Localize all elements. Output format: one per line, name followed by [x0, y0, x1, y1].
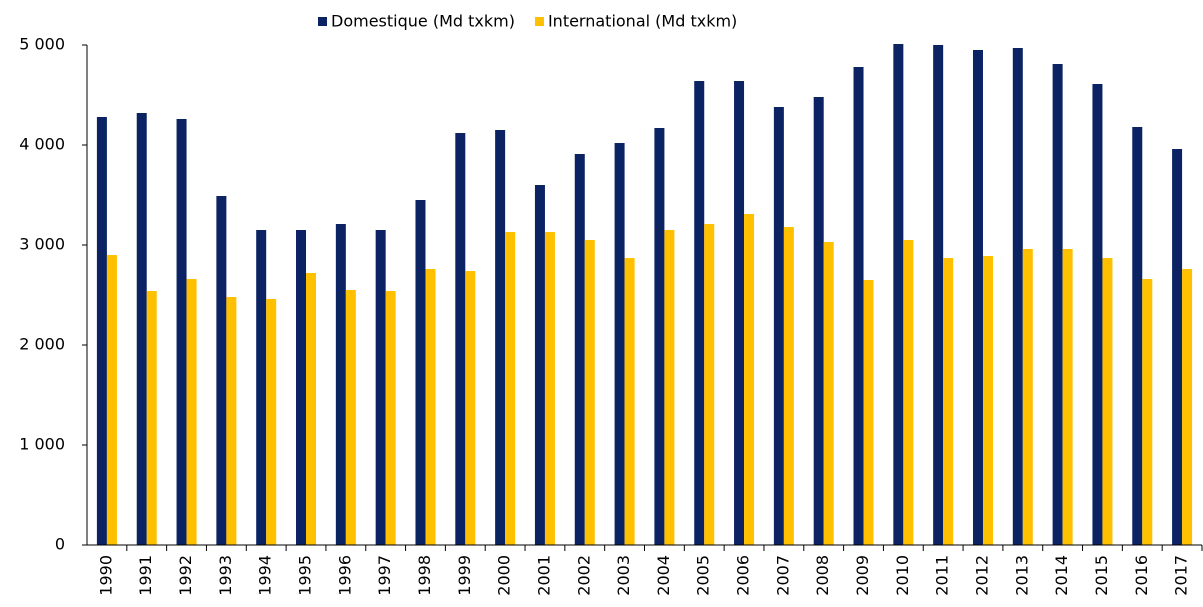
- bar: [226, 297, 237, 545]
- x-tick-label: 2016: [1132, 555, 1151, 596]
- bar: [306, 273, 317, 545]
- x-tick-label: 1998: [415, 555, 434, 596]
- bar: [1022, 249, 1033, 545]
- bar: [1062, 249, 1073, 545]
- bar: [664, 230, 675, 545]
- bar: [734, 81, 745, 545]
- x-tick-label: 2015: [1092, 555, 1111, 596]
- bar: [415, 200, 426, 545]
- bar: [933, 45, 944, 545]
- legend-swatch: [534, 17, 544, 26]
- bar: [534, 185, 545, 545]
- y-tick-label: 5 000: [19, 35, 65, 54]
- bar: [704, 224, 715, 545]
- x-tick-label: 2003: [614, 555, 633, 596]
- bar: [256, 230, 267, 545]
- bar: [425, 269, 436, 545]
- bar: [495, 130, 506, 545]
- x-tick-label: 1991: [136, 555, 155, 596]
- legend-swatch: [318, 17, 327, 26]
- bar: [584, 240, 595, 545]
- bar: [375, 230, 386, 545]
- x-tick-label: 2012: [972, 555, 991, 596]
- x-tick-label: 2008: [813, 555, 832, 596]
- bar: [1182, 269, 1193, 545]
- x-tick-label: 2005: [694, 555, 713, 596]
- x-tick-label: 1993: [216, 555, 235, 596]
- bar: [146, 291, 157, 545]
- x-tick-label: 2004: [654, 555, 673, 596]
- bar: [96, 117, 107, 545]
- x-tick-label: 1999: [455, 555, 474, 596]
- bar: [136, 113, 147, 545]
- y-tick-label: 3 000: [19, 235, 65, 254]
- x-tick-label: 2011: [933, 555, 952, 596]
- bar: [823, 242, 834, 545]
- bar: [694, 81, 705, 545]
- y-tick-label: 1 000: [19, 435, 65, 454]
- bar: [943, 258, 954, 545]
- bar: [216, 196, 227, 545]
- bar: [505, 232, 516, 545]
- bar: [773, 107, 784, 545]
- bar: [813, 97, 824, 545]
- x-tick-label: 1994: [256, 555, 275, 596]
- bar: [455, 133, 466, 545]
- y-tick-label: 2 000: [19, 335, 65, 354]
- bar: [1132, 127, 1143, 545]
- bar: [744, 214, 755, 545]
- x-tick-label: 2007: [773, 555, 792, 596]
- x-tick-label: 1992: [176, 555, 195, 596]
- x-tick-label: 2014: [1052, 555, 1071, 596]
- bar: [1102, 258, 1113, 545]
- bar: [296, 230, 307, 545]
- bar: [624, 258, 635, 545]
- bar: [385, 291, 396, 545]
- bar: [176, 119, 187, 545]
- x-tick-label: 2002: [574, 555, 593, 596]
- x-tick-label: 2017: [1172, 555, 1191, 596]
- bar: [1142, 279, 1153, 545]
- legend-label: Domestique (Md txkm): [331, 12, 515, 31]
- bar: [654, 128, 665, 545]
- x-tick-label: 1997: [375, 555, 394, 596]
- bar: [1052, 64, 1063, 545]
- y-tick-label: 0: [55, 535, 65, 554]
- bar: [614, 143, 625, 545]
- bar: [266, 299, 277, 545]
- bar: [1092, 84, 1103, 545]
- bar: [863, 280, 874, 545]
- x-tick-label: 2013: [1012, 555, 1031, 596]
- bar: [465, 271, 476, 545]
- x-tick-label: 1996: [335, 555, 354, 596]
- bar: [574, 154, 585, 545]
- x-tick-label: 1990: [96, 555, 115, 596]
- bar: [335, 224, 346, 545]
- bar: [853, 67, 864, 545]
- legend-label: International (Md txkm): [548, 12, 737, 31]
- bar: [1012, 48, 1023, 545]
- y-tick-label: 4 000: [19, 135, 65, 154]
- bar: [783, 227, 794, 545]
- x-tick-label: 2010: [893, 555, 912, 596]
- bar: [982, 256, 993, 545]
- bar: [186, 279, 197, 545]
- bar: [893, 44, 904, 545]
- x-tick-label: 1995: [296, 555, 315, 596]
- x-tick-label: 2006: [734, 555, 753, 596]
- bar: [544, 232, 555, 545]
- bar: [345, 290, 356, 545]
- x-tick-label: 2009: [853, 555, 872, 596]
- bar: [106, 255, 117, 545]
- x-tick-label: 2001: [534, 555, 553, 596]
- bar: [972, 50, 983, 545]
- x-tick-label: 2000: [495, 555, 514, 596]
- bar: [903, 240, 914, 545]
- bar: [1172, 149, 1183, 545]
